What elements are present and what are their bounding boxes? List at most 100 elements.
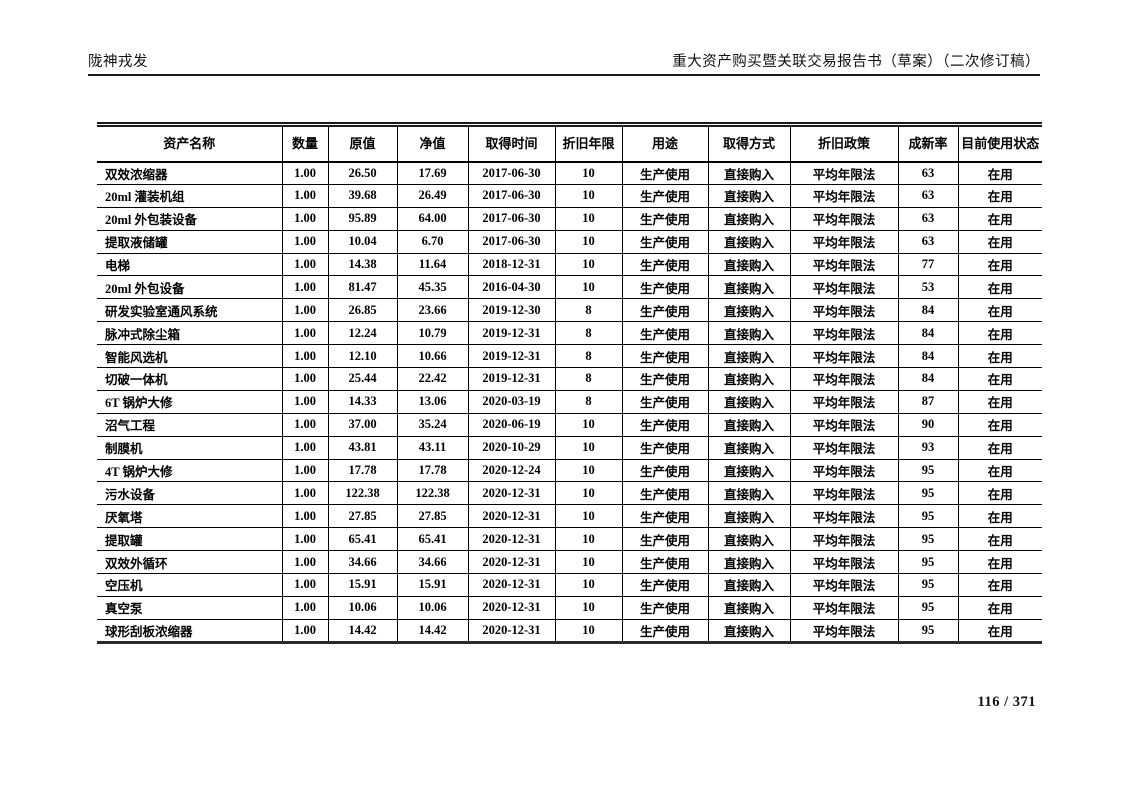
- table-cell: 直接购入: [707, 595, 791, 620]
- table-body: 双效浓缩器 1.00 26.50 17.69 2017-06-30 10 生产使用 直接购入平…: [97, 161, 1042, 643]
- table-cell: 8: [554, 321, 623, 346]
- table-cell: 25.44: [327, 367, 398, 391]
- column-header-10: 目前使用状态: [957, 124, 1042, 163]
- table-cell: 2017-06-30: [467, 206, 556, 231]
- table-cell: 95: [897, 573, 959, 597]
- table-cell: 直接购入: [707, 161, 791, 185]
- table-cell: 14.42: [327, 618, 398, 643]
- table-cell: 10.66: [396, 344, 469, 369]
- table-cell: 64.00: [396, 206, 469, 231]
- table-cell: 53: [897, 275, 959, 300]
- table-cell: 平均年限法: [789, 504, 899, 529]
- table-cell: 生产使用: [621, 252, 709, 277]
- table-cell: 2016-04-30: [467, 275, 556, 300]
- table-cell: 1.00: [281, 252, 329, 277]
- table-cell: 14.42: [396, 618, 469, 643]
- table-cell: 在用: [957, 504, 1042, 529]
- table-cell: 84: [897, 344, 959, 369]
- table-cell: 95: [897, 504, 959, 529]
- table-cell: 直接购入: [707, 481, 791, 506]
- table-cell: 平均年限法: [789, 298, 899, 323]
- table-cell: 43.11: [396, 435, 469, 460]
- table-cell: 34.66: [327, 550, 398, 575]
- header-company-name: 陇神戎发: [88, 54, 148, 70]
- table-cell: 6.70: [396, 229, 469, 254]
- table-row: 球形刮板浓缩器 1.00 14.42 14.42 2020-12-31 10 生产使用 直接购…: [97, 618, 1042, 643]
- table-row: 污水设备 1.00 122.38 122.38 2020-12-31 10 生产使用 直接购入…: [97, 481, 1042, 506]
- table-cell: 95: [897, 527, 959, 552]
- table-cell: 直接购入: [707, 367, 791, 391]
- table-row: 厌氧塔 1.00 27.85 27.85 2020-12-31 10 生产使用 直接购入 平均年…: [97, 504, 1042, 529]
- table-cell: 直接购入: [707, 389, 791, 414]
- table-cell: 63: [897, 229, 959, 254]
- table-cell: 10: [554, 550, 623, 575]
- table-row: 真空泵 1.00 10.06 10.06 2020-12-31 10 生产使用 直接购入 平均年…: [97, 595, 1042, 620]
- table-cell: 生产使用: [621, 618, 709, 643]
- table-cell: 在用: [957, 550, 1042, 575]
- table-cell: 1.00: [281, 435, 329, 460]
- table-cell: 35.24: [396, 412, 469, 437]
- asset-name-cell: 双效外循环: [97, 550, 283, 575]
- table-cell: 1.00: [281, 504, 329, 529]
- table-row: 制膜机 1.00 43.81 43.11 2020-10-29 10 生产使用 直接购入 平均年…: [97, 435, 1042, 460]
- table-cell: 10: [554, 481, 623, 506]
- table-cell: 在用: [957, 206, 1042, 231]
- table-cell: 10.79: [396, 321, 469, 346]
- table-cell: 26.49: [396, 183, 469, 208]
- column-header-3: 净值: [396, 124, 469, 163]
- table-cell: 90: [897, 412, 959, 437]
- asset-table: 资产名称 数量 原值 净值 取得时间 折旧年限 用途 取得方式 折旧政策 成新率 目前使用状态 双效…: [97, 122, 1042, 644]
- table-cell: 63: [897, 206, 959, 231]
- table-cell: 14.33: [327, 389, 398, 414]
- table-cell: 93: [897, 435, 959, 460]
- table-cell: 1.00: [281, 321, 329, 346]
- table-row: 沼气工程 1.00 37.00 35.24 2020-06-19 10 生产使用 直接购入 平均…: [97, 412, 1042, 437]
- table-cell: 在用: [957, 595, 1042, 620]
- table-cell: 63: [897, 161, 959, 185]
- table-cell: 2020-12-31: [467, 573, 556, 597]
- table-cell: 生产使用: [621, 481, 709, 506]
- table-cell: 2019-12-31: [467, 367, 556, 391]
- table-cell: 生产使用: [621, 573, 709, 597]
- table-cell: 直接购入: [707, 435, 791, 460]
- table-cell: 在用: [957, 389, 1042, 414]
- table-cell: 2020-03-19: [467, 389, 556, 414]
- table-cell: 95: [897, 550, 959, 575]
- table-cell: 14.38: [327, 252, 398, 277]
- table-cell: 生产使用: [621, 367, 709, 391]
- asset-name-cell: 脉冲式除尘箱: [97, 321, 283, 346]
- table-cell: 平均年限法: [789, 618, 899, 643]
- asset-name-cell: 制膜机: [97, 435, 283, 460]
- table-cell: 平均年限法: [789, 458, 899, 483]
- asset-name-cell: 污水设备: [97, 481, 283, 506]
- table-cell: 65.41: [327, 527, 398, 552]
- table-cell: 平均年限法: [789, 229, 899, 254]
- table-cell: 2019-12-31: [467, 321, 556, 346]
- table-cell: 12.24: [327, 321, 398, 346]
- table-cell: 直接购入: [707, 344, 791, 369]
- table-cell: 26.85: [327, 298, 398, 323]
- table-cell: 12.10: [327, 344, 398, 369]
- table-cell: 1.00: [281, 595, 329, 620]
- table-cell: 在用: [957, 527, 1042, 552]
- table-cell: 17.69: [396, 161, 469, 185]
- table-cell: 22.42: [396, 367, 469, 391]
- asset-name-cell: 切破一体机: [97, 367, 283, 391]
- table-cell: 10: [554, 573, 623, 597]
- table-cell: 平均年限法: [789, 367, 899, 391]
- table-cell: 2020-10-29: [467, 435, 556, 460]
- asset-name-cell: 电梯: [97, 252, 283, 277]
- table-cell: 2020-12-31: [467, 481, 556, 506]
- table-cell: 1.00: [281, 344, 329, 369]
- table-cell: 17.78: [396, 458, 469, 483]
- table-cell: 在用: [957, 573, 1042, 597]
- asset-name-cell: 智能风选机: [97, 344, 283, 369]
- table-cell: 10: [554, 435, 623, 460]
- table-row: 20ml 灌装机组 1.00 39.68 26.49 2017-06-30 10 生产使用直…: [97, 183, 1042, 208]
- table-row: 提取罐 1.00 65.41 65.41 2020-12-31 10 生产使用 直接购入 平均年…: [97, 527, 1042, 552]
- table-row: 脉冲式除尘箱 1.00 12.24 10.79 2019-12-31 8 生产使用 直接购入平…: [97, 321, 1042, 346]
- column-header-2: 原值: [327, 124, 398, 163]
- table-cell: 2020-12-31: [467, 595, 556, 620]
- table-cell: 15.91: [396, 573, 469, 597]
